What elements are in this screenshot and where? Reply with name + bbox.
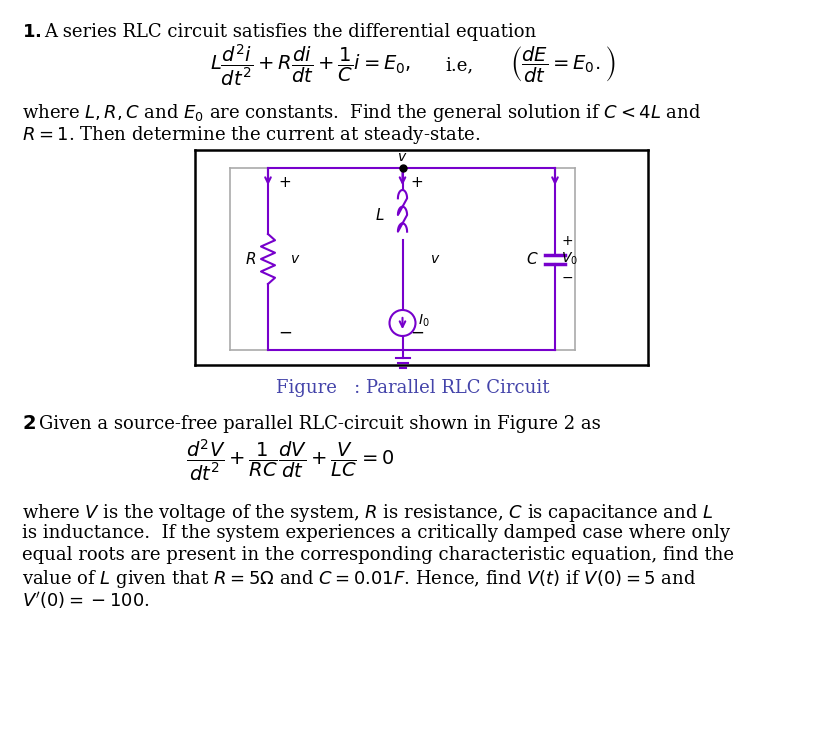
Text: A series RLC circuit satisfies the differential equation: A series RLC circuit satisfies the diffe… bbox=[44, 23, 536, 41]
Text: $+$: $+$ bbox=[561, 234, 573, 248]
Text: $\mathbf{2}$: $\mathbf{2}$ bbox=[22, 415, 36, 433]
Text: $v$: $v$ bbox=[397, 150, 408, 164]
Text: $v$: $v$ bbox=[431, 252, 441, 266]
Text: $-$: $-$ bbox=[278, 323, 292, 340]
Text: where $L, R, C$ and $E_0$ are constants.  Find the general solution if $C < 4L$ : where $L, R, C$ and $E_0$ are constants.… bbox=[22, 102, 701, 124]
Text: $\left(\dfrac{dE}{dt} = E_0.\right)$: $\left(\dfrac{dE}{dt} = E_0.\right)$ bbox=[510, 45, 615, 85]
Text: $C$: $C$ bbox=[527, 251, 539, 267]
Text: where $V$ is the voltage of the system, $R$ is resistance, $C$ is capacitance an: where $V$ is the voltage of the system, … bbox=[22, 502, 713, 524]
Text: equal roots are present in the corresponding characteristic equation, find the: equal roots are present in the correspon… bbox=[22, 546, 734, 564]
Text: $V_0$: $V_0$ bbox=[561, 251, 578, 267]
Text: $+$: $+$ bbox=[410, 176, 423, 190]
Text: Given a source-free parallel RLC-circuit shown in Figure 2 as: Given a source-free parallel RLC-circuit… bbox=[39, 415, 600, 433]
Text: $\mathbf{1.}$: $\mathbf{1.}$ bbox=[22, 23, 41, 41]
Text: $V'(0) = -100$.: $V'(0) = -100$. bbox=[22, 590, 150, 611]
Text: value of $L$ given that $R = 5\Omega$ and $C = 0.01F$. Hence, find $V(t)$ if $V(: value of $L$ given that $R = 5\Omega$ an… bbox=[22, 568, 696, 590]
Text: i.e,: i.e, bbox=[445, 56, 473, 74]
Text: $I_0$: $I_0$ bbox=[418, 313, 430, 329]
Text: is inductance.  If the system experiences a critically damped case where only: is inductance. If the system experiences… bbox=[22, 524, 730, 542]
Text: $\dfrac{d^2V}{dt^2} + \dfrac{1}{RC}\dfrac{dV}{dt} + \dfrac{V}{LC} = 0$: $\dfrac{d^2V}{dt^2} + \dfrac{1}{RC}\dfra… bbox=[186, 437, 394, 483]
Text: Figure   : Parallel RLC Circuit: Figure : Parallel RLC Circuit bbox=[276, 379, 550, 397]
Text: $-$: $-$ bbox=[410, 323, 424, 340]
Text: $L$: $L$ bbox=[375, 207, 385, 223]
Text: $v$: $v$ bbox=[290, 252, 300, 266]
Text: $R = 1$. Then determine the current at steady-state.: $R = 1$. Then determine the current at s… bbox=[22, 124, 480, 146]
Text: $L\dfrac{d^2i}{dt^2} + R\dfrac{di}{dt} + \dfrac{1}{C}i = E_0,$: $L\dfrac{d^2i}{dt^2} + R\dfrac{di}{dt} +… bbox=[210, 42, 411, 88]
Text: $-$: $-$ bbox=[561, 270, 573, 284]
Text: $+$: $+$ bbox=[278, 176, 291, 190]
Text: $R$: $R$ bbox=[245, 251, 256, 267]
